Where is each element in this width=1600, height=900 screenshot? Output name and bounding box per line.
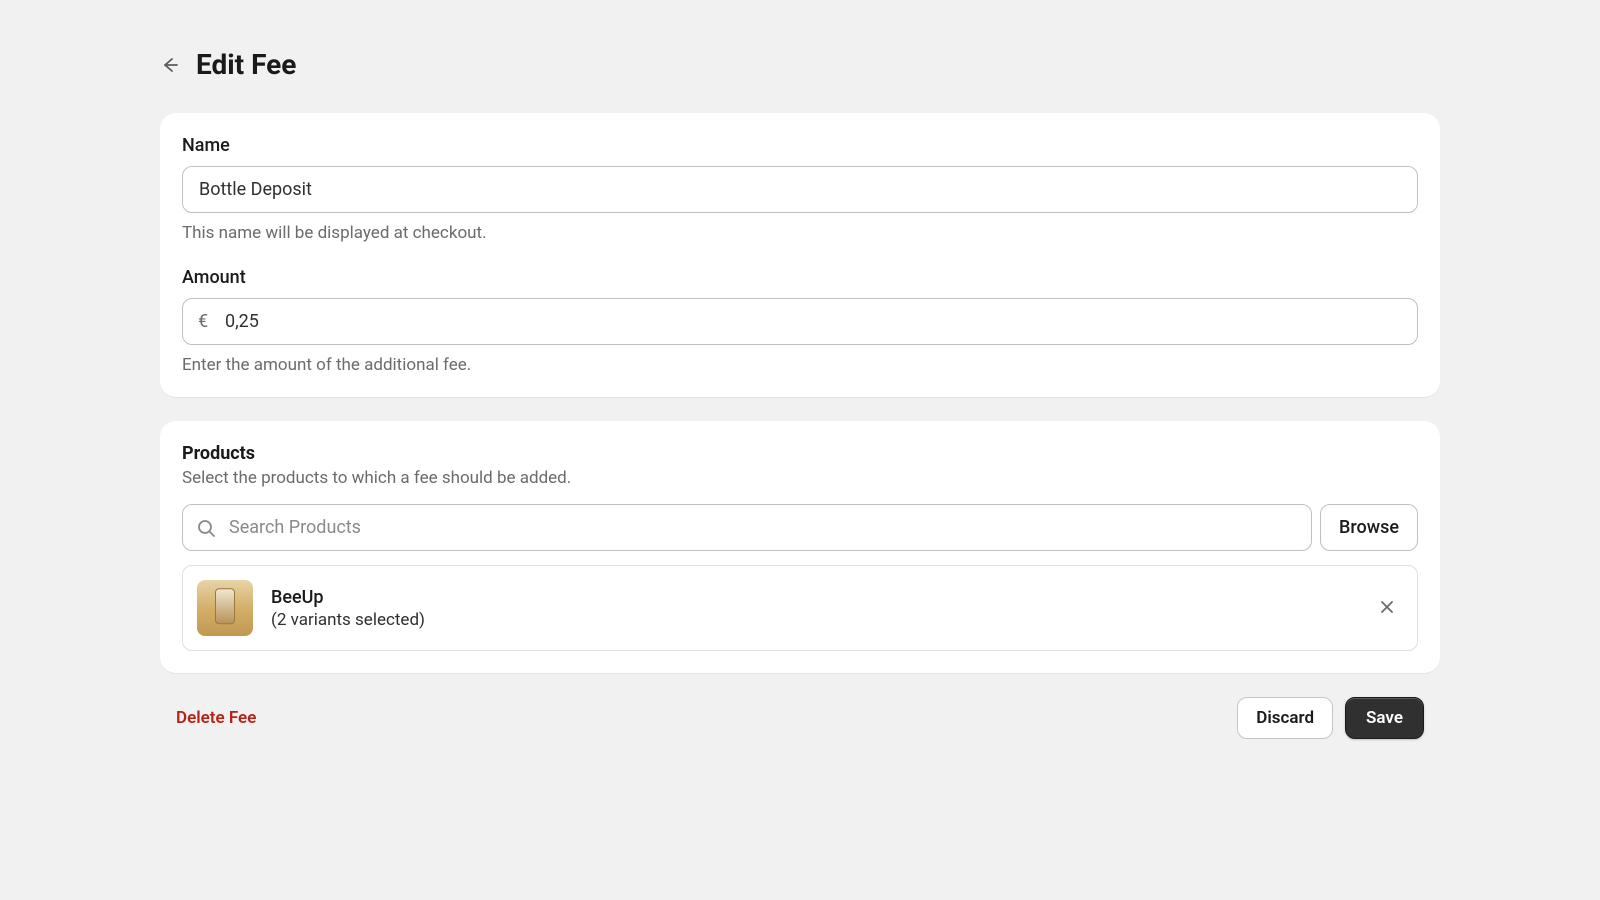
amount-help-text: Enter the amount of the additional fee. xyxy=(182,355,1418,375)
page-title: Edit Fee xyxy=(196,48,296,81)
search-icon xyxy=(196,518,216,538)
name-field-group: Name This name will be displayed at chec… xyxy=(182,135,1418,243)
right-actions: Discard Save xyxy=(1237,697,1424,739)
delete-fee-button[interactable]: Delete Fee xyxy=(176,708,256,728)
name-help-text: This name will be displayed at checkout. xyxy=(182,223,1418,243)
search-products-input[interactable] xyxy=(182,504,1312,551)
browse-button[interactable]: Browse xyxy=(1320,504,1418,551)
name-label: Name xyxy=(182,135,1418,156)
close-icon xyxy=(1377,597,1397,620)
product-info: BeeUp (2 variants selected) xyxy=(271,587,1353,630)
products-search-row: Browse xyxy=(182,504,1418,551)
page-header: Edit Fee xyxy=(160,48,1440,81)
products-subtitle: Select the products to which a fee shoul… xyxy=(182,468,1418,488)
footer-actions: Delete Fee Discard Save xyxy=(160,697,1440,739)
amount-input-wrapper: € xyxy=(182,298,1418,345)
remove-product-button[interactable] xyxy=(1371,591,1403,626)
product-variants-text: (2 variants selected) xyxy=(271,610,1353,630)
save-button[interactable]: Save xyxy=(1345,697,1424,739)
product-name: BeeUp xyxy=(271,587,1353,608)
product-thumbnail xyxy=(197,580,253,636)
page-container: Edit Fee Name This name will be displaye… xyxy=(100,0,1500,787)
products-card: Products Select the products to which a … xyxy=(160,421,1440,673)
amount-field-group: Amount € Enter the amount of the additio… xyxy=(182,267,1418,375)
discard-button[interactable]: Discard xyxy=(1237,697,1333,739)
back-arrow-icon[interactable] xyxy=(160,55,180,75)
products-title: Products xyxy=(182,443,1418,464)
search-wrapper xyxy=(182,504,1312,551)
name-input[interactable] xyxy=(182,166,1418,213)
fee-details-card: Name This name will be displayed at chec… xyxy=(160,113,1440,397)
amount-label: Amount xyxy=(182,267,1418,288)
product-item: BeeUp (2 variants selected) xyxy=(182,565,1418,651)
amount-input[interactable] xyxy=(182,298,1418,345)
